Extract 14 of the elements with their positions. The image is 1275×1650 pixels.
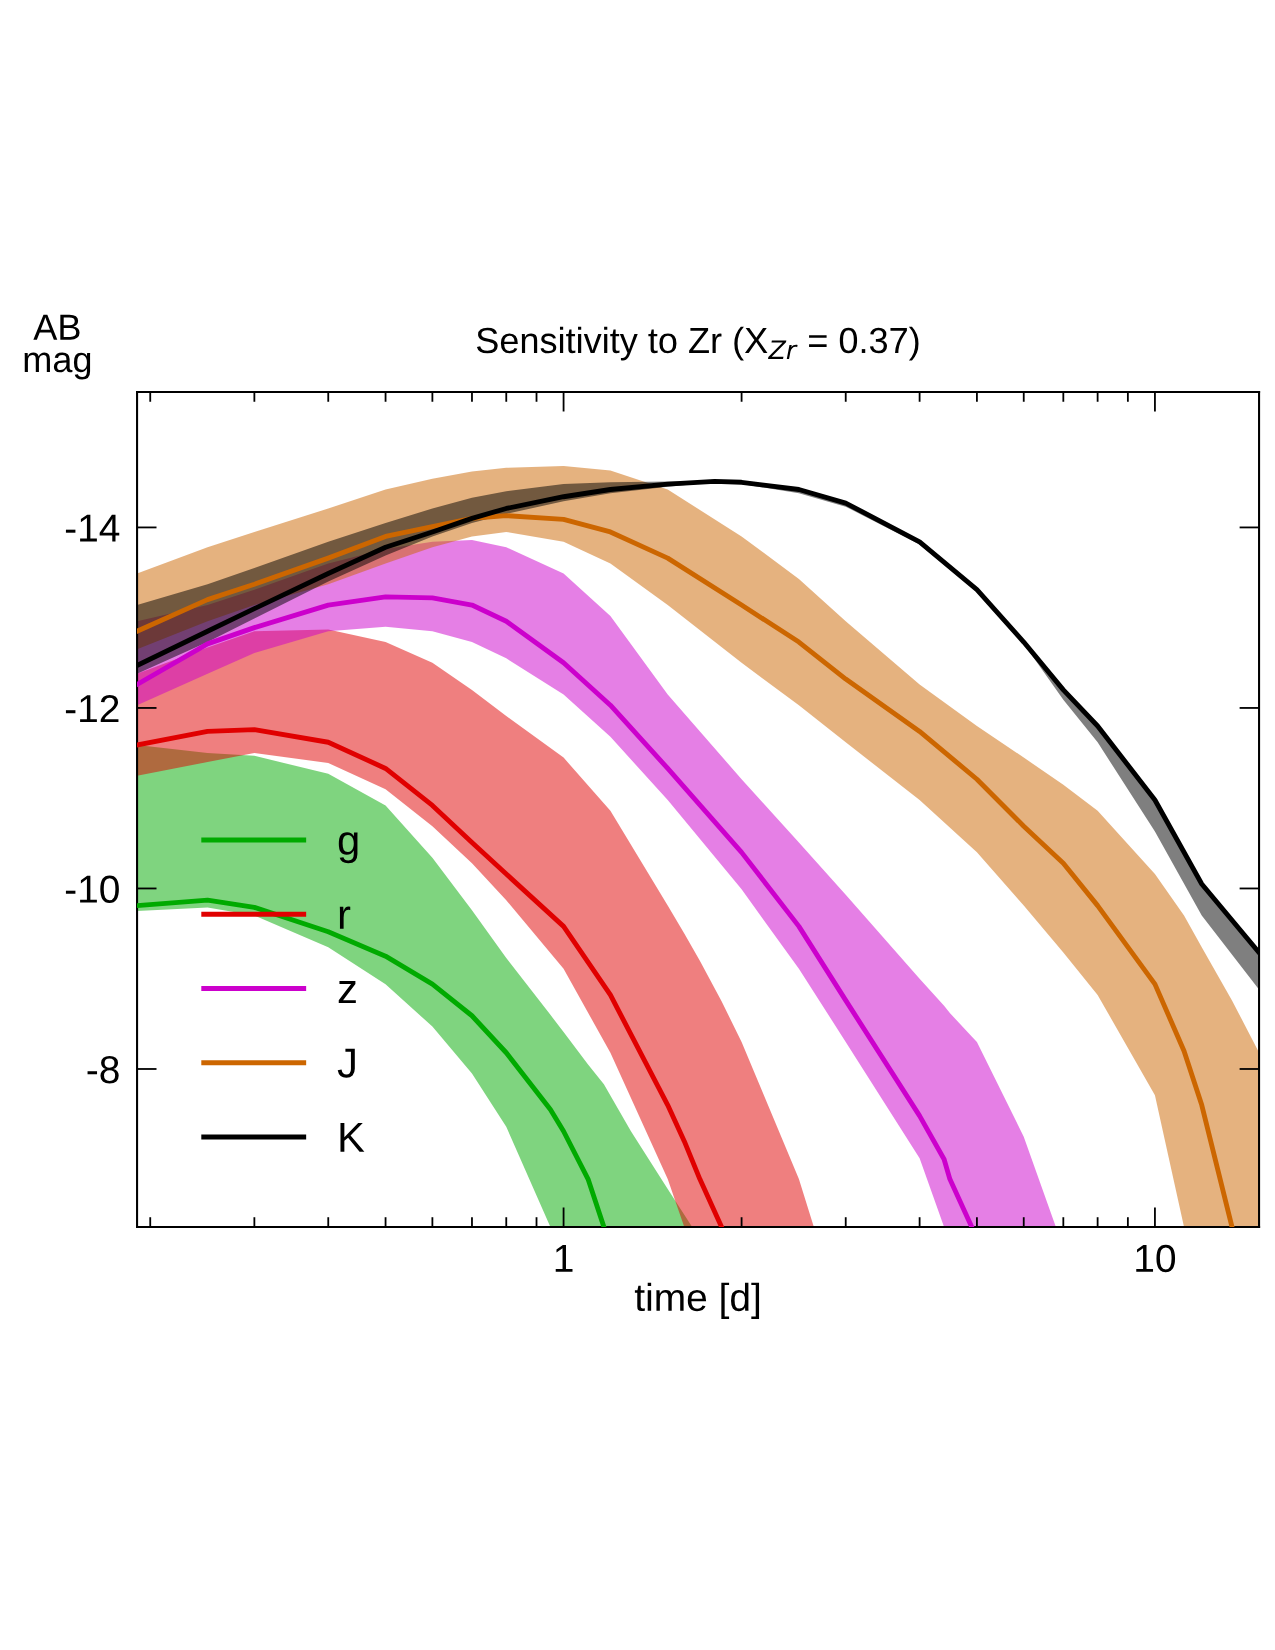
x-tick-label: 1 xyxy=(555,1245,573,1272)
legend-label: z xyxy=(338,981,356,1004)
x-axis-title: time [d] xyxy=(634,1282,760,1319)
y-tick-label: -10 xyxy=(65,875,119,903)
legend-label: J xyxy=(337,1048,355,1078)
y-tick-label: -8 xyxy=(87,1055,119,1084)
legend-label: g xyxy=(338,832,358,864)
legend-label: K xyxy=(340,1122,365,1152)
legend-label: r xyxy=(339,906,351,929)
chart-title: Sensitivity to Zr (X$_{Zr}$ = 0.37) xyxy=(476,326,919,361)
y-tick-label: -12 xyxy=(65,694,119,723)
y-tick-label: -14 xyxy=(65,514,120,542)
y-axis-title: AB mag xyxy=(24,314,91,380)
x-tick-label: 10 xyxy=(1136,1244,1176,1273)
